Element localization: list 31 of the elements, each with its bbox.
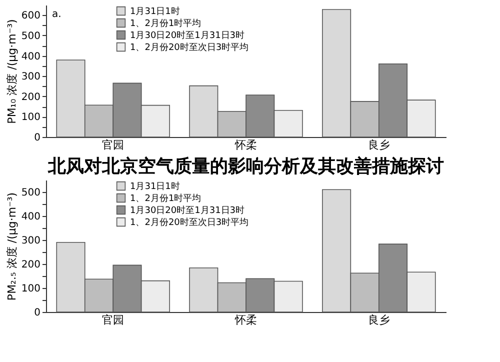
y-tick-label: 0 (34, 308, 40, 318)
legend-label: 1、2月份20时至次日3时平均 (130, 42, 249, 53)
x-tick-label: 怀柔 (234, 138, 257, 152)
chart-title: 北风对北京空气质量的影响分析及其改善措施探讨 (47, 156, 444, 177)
x-tick-label: 怀柔 (234, 314, 257, 326)
y-tick-label: 100 (21, 284, 40, 294)
y-tick-label: 600 (21, 10, 40, 22)
x-tick-label: 官园 (102, 138, 124, 152)
x-tick-label: 良乡 (368, 314, 390, 326)
y-tick-label: 200 (21, 92, 40, 103)
y-tick-label: 200 (21, 260, 40, 270)
annotation: a. (52, 9, 62, 20)
x-tick-label: 良乡 (368, 138, 390, 152)
x-tick-label: 官园 (102, 314, 124, 326)
y-axis-title: PM₁₀ 浓度 /(μg·m⁻³) (5, 19, 18, 124)
y-tick-label: 300 (21, 236, 40, 246)
legend-label: 1月30日20时至1月31日3时 (130, 30, 245, 41)
legend-label: 1月31日1时 (130, 6, 180, 17)
y-tick-label: 500 (21, 30, 40, 42)
legend-label: 1月31日1时 (130, 181, 180, 192)
legend-label: 1、2月份1时平均 (130, 18, 202, 29)
legend-label: 1、2月份20时至次日3时平均 (130, 217, 249, 228)
y-tick-label: 0 (34, 132, 40, 144)
legend-label: 1、2月份1时平均 (130, 193, 202, 204)
y-tick-label: 500 (21, 188, 40, 198)
y-tick-label: 400 (21, 212, 40, 222)
legend-label: 1月30日20时至1月31日3时 (130, 205, 245, 216)
y-axis-title: PM₂.₅ 浓度 /(μg·m⁻³) (5, 192, 18, 301)
y-tick-label: 300 (21, 72, 40, 83)
y-tick-label: 100 (21, 112, 40, 124)
y-tick-label: 400 (21, 51, 40, 62)
